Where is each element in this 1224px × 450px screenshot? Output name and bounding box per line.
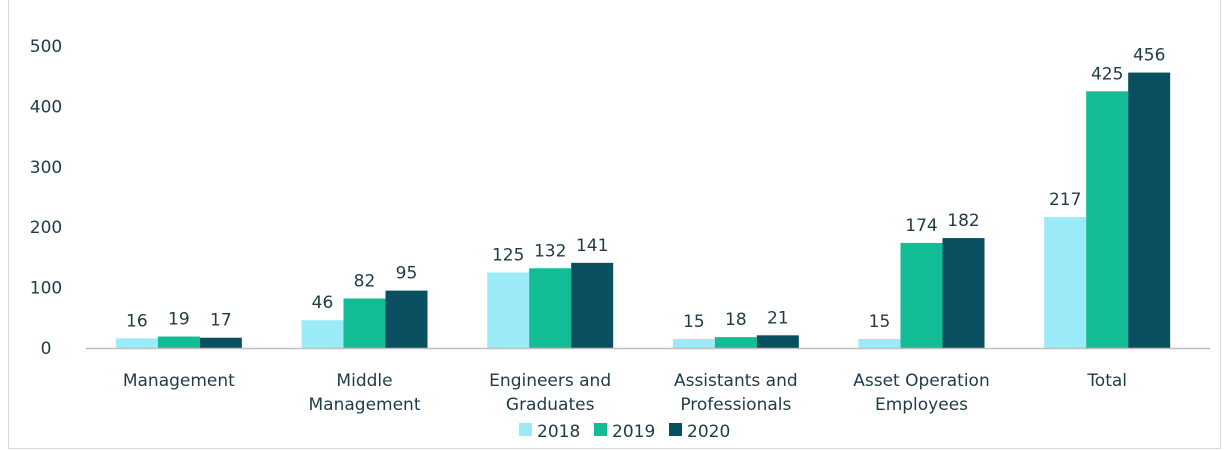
- category-label: Middle: [336, 371, 392, 391]
- y-tick-label: 100: [30, 279, 62, 299]
- bar-2020-3: [756, 335, 799, 348]
- bar-2020-2: [571, 262, 614, 348]
- bar-2018-5: [1044, 216, 1087, 348]
- data-label: 174: [905, 216, 937, 236]
- bar-2020-5: [1128, 72, 1171, 349]
- category-label: Total: [1086, 371, 1127, 391]
- category-label: Assistants and: [674, 371, 798, 391]
- data-label: 132: [534, 241, 566, 261]
- data-label: 141: [576, 236, 608, 256]
- data-label: 425: [1091, 64, 1123, 84]
- bar-2019-1: [343, 298, 386, 348]
- chart-frame: [8, 0, 1221, 449]
- category-label: Engineers and: [489, 371, 611, 391]
- data-label: 15: [869, 312, 891, 332]
- data-label: 17: [210, 311, 232, 331]
- category-label: Professionals: [680, 395, 791, 415]
- category-label: Management: [309, 395, 421, 415]
- bar-2020-4: [942, 238, 985, 348]
- data-label: 456: [1133, 46, 1165, 66]
- data-label: 18: [725, 310, 747, 330]
- category-label: Management: [123, 371, 235, 391]
- category-label: Asset Operation: [853, 371, 989, 391]
- y-tick-label: 400: [30, 97, 62, 117]
- bar-2018-0: [115, 338, 158, 348]
- bar-2019-4: [900, 242, 943, 348]
- y-tick-label: 200: [30, 218, 62, 238]
- data-label: 95: [396, 264, 418, 284]
- bar-2020-0: [199, 337, 242, 348]
- legend-swatch-2020: [669, 423, 682, 436]
- y-tick-label: 300: [30, 158, 62, 178]
- bar-2019-0: [157, 336, 200, 348]
- data-label: 19: [168, 310, 190, 330]
- y-tick-label: 500: [30, 37, 62, 57]
- category-label: Graduates: [506, 395, 595, 415]
- legend-swatch-2018: [519, 423, 532, 436]
- data-label: 15: [683, 312, 705, 332]
- bar-2018-2: [487, 272, 530, 348]
- legend: 2018 2019 2020: [519, 422, 730, 442]
- legend-swatch-2019: [594, 423, 607, 436]
- plot-area: 16 19 17 46 82 95 125 132 141 15 18 21 15 174 182 217 42…: [115, 46, 1171, 349]
- bar-2019-2: [529, 268, 572, 348]
- bar-2018-4: [858, 338, 901, 348]
- y-tick-label: 0: [41, 339, 52, 359]
- y-axis: 0 100 200 300 400 500: [30, 37, 62, 359]
- bar-2018-1: [301, 320, 344, 348]
- data-label: 125: [492, 246, 524, 266]
- bar-2019-5: [1086, 91, 1129, 349]
- data-label: 46: [312, 293, 334, 313]
- category-label: Employees: [875, 395, 968, 415]
- data-label: 217: [1049, 190, 1081, 210]
- data-label: 16: [126, 311, 148, 331]
- legend-label: 2018: [537, 422, 580, 442]
- bar-2018-3: [672, 338, 715, 348]
- legend-label: 2019: [612, 422, 655, 442]
- data-label: 82: [354, 271, 376, 291]
- data-label: 21: [767, 308, 789, 328]
- bar-2019-3: [714, 337, 757, 348]
- legend-label: 2020: [687, 422, 730, 442]
- bar-2020-1: [385, 290, 428, 348]
- data-label: 182: [947, 211, 979, 231]
- x-axis: Management Middle Management Engineers and G…: [86, 347, 1210, 415]
